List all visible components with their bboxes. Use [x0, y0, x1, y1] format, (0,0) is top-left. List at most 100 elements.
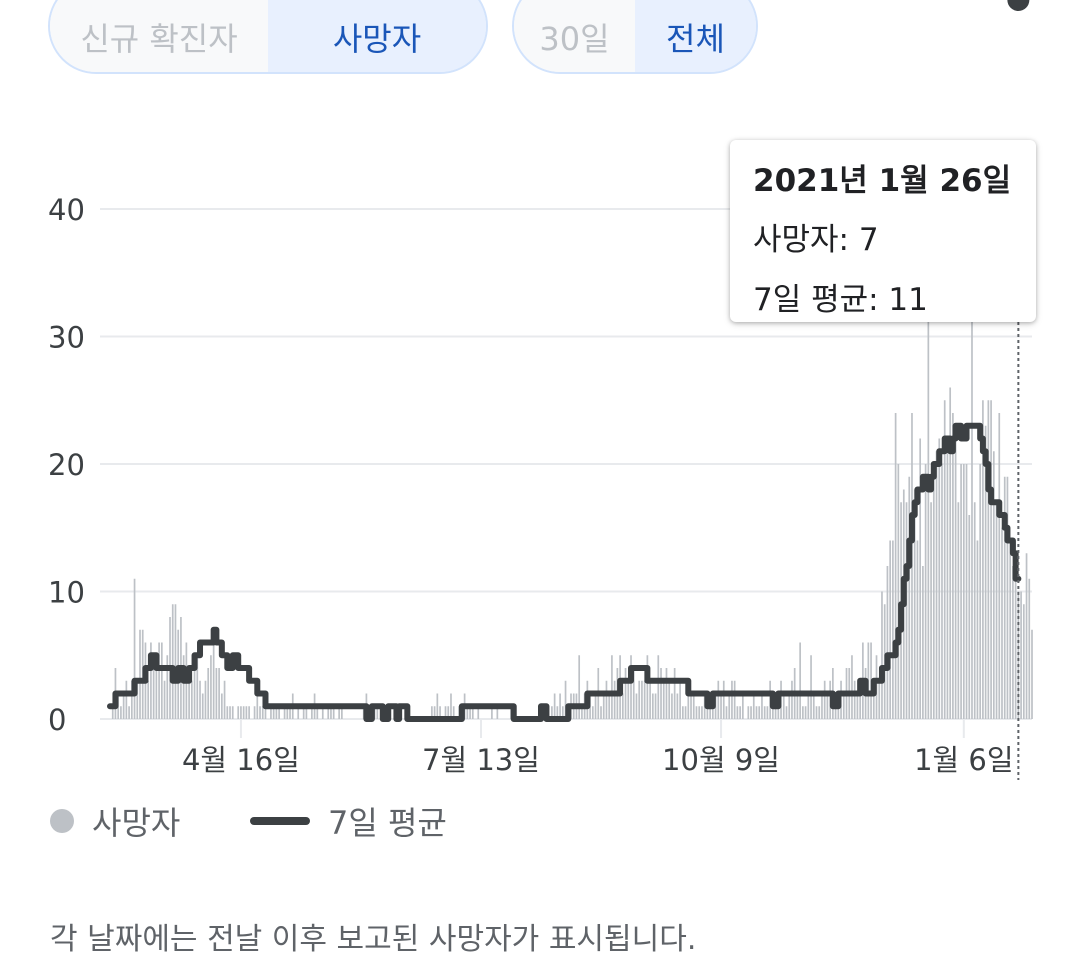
deaths-bar	[859, 680, 861, 719]
deaths-bar	[242, 706, 245, 719]
deaths-bar	[207, 668, 210, 719]
deaths-bar	[851, 655, 853, 719]
deaths-bar	[799, 642, 801, 719]
deaths-bar	[932, 464, 935, 719]
deaths-bar	[665, 668, 668, 719]
legend-line-icon	[250, 817, 310, 825]
deaths-bar	[261, 706, 264, 719]
hover-point[interactable]	[1007, 0, 1030, 11]
deaths-bar	[231, 706, 234, 719]
deaths-bar	[376, 706, 379, 719]
deaths-bar	[662, 680, 665, 719]
deaths-bar	[698, 706, 701, 719]
deaths-bar	[160, 642, 163, 719]
deaths-bar	[556, 706, 559, 719]
deaths-bar	[938, 438, 941, 719]
deaths-bar	[193, 668, 196, 719]
deaths-bar	[725, 706, 728, 719]
chart-tooltip: 2021년 1월 26일 사망자: 7 7일 평균: 11	[730, 140, 1036, 322]
deaths-bar	[990, 400, 992, 719]
range-option-all[interactable]: 전체	[635, 0, 756, 72]
deaths-bar	[204, 680, 207, 719]
deaths-bar	[594, 693, 597, 719]
deaths-bar	[946, 451, 949, 719]
deaths-bar	[941, 464, 943, 719]
deaths-bar	[982, 400, 984, 719]
deaths-bar	[962, 464, 965, 719]
deaths-bar	[782, 693, 785, 719]
deaths-bar	[960, 464, 962, 719]
metric-option-deaths[interactable]: 사망자	[268, 0, 486, 72]
deaths-bar	[742, 693, 744, 719]
deaths-bar	[635, 693, 638, 719]
deaths-bar	[553, 693, 556, 719]
x-tick-label: 7월 13일	[422, 743, 540, 777]
deaths-bar	[660, 668, 662, 719]
deaths-bar	[125, 680, 128, 719]
deaths-bar	[316, 706, 319, 719]
deaths-bar	[471, 706, 474, 719]
deaths-bar	[821, 693, 823, 719]
deaths-bar	[818, 706, 821, 719]
deaths-bar	[957, 502, 960, 719]
deaths-bar	[450, 693, 452, 719]
y-tick-label: 10	[48, 576, 85, 610]
deaths-bar	[272, 706, 275, 719]
deaths-bar	[439, 706, 441, 719]
legend-deaths-label: 사망자	[92, 804, 181, 842]
deaths-bar	[147, 680, 150, 719]
deaths-bar	[766, 706, 769, 719]
deaths-bar	[120, 706, 122, 719]
deaths-bar	[916, 540, 919, 719]
deaths-bar	[150, 642, 152, 719]
deaths-bar	[892, 540, 894, 719]
deaths-bar	[679, 680, 681, 719]
deaths-bar	[218, 668, 220, 719]
deaths-bar	[763, 706, 766, 719]
deaths-bar	[264, 706, 267, 719]
deaths-chart[interactable]: 0 10 20 30 40 4월 16일 7월 13일 10월 9일 1월 6일	[0, 0, 1080, 780]
deaths-bar	[676, 693, 679, 719]
deaths-bar	[561, 706, 564, 719]
deaths-bar	[1028, 578, 1031, 719]
deaths-bar	[155, 668, 158, 719]
deaths-bar	[973, 502, 976, 719]
deaths-bar	[681, 706, 684, 719]
deaths-bar	[332, 706, 335, 719]
deaths-bar	[952, 413, 954, 719]
deaths-bar	[477, 706, 480, 719]
deaths-bar	[240, 706, 242, 719]
deaths-bar	[802, 706, 804, 719]
deaths-bar	[551, 706, 553, 719]
deaths-bar	[605, 680, 608, 719]
deaths-bar	[452, 706, 455, 719]
deaths-bar	[496, 706, 499, 719]
deaths-bar	[987, 400, 990, 719]
deaths-bar	[894, 413, 897, 719]
deaths-bar	[608, 693, 611, 719]
deaths-bar	[283, 706, 286, 719]
deaths-bar	[684, 706, 687, 719]
deaths-bar	[338, 706, 340, 719]
y-tick-label: 0	[48, 703, 66, 737]
deaths-bar	[954, 438, 957, 719]
deaths-bar	[602, 693, 605, 719]
deaths-bar	[731, 680, 733, 719]
y-tick-label: 20	[48, 448, 85, 482]
deaths-bar	[289, 706, 291, 719]
deaths-bar	[720, 693, 722, 719]
deaths-bar	[897, 464, 900, 719]
metric-option-cases[interactable]: 신규 확진자	[50, 0, 268, 72]
legend-average-label: 7일 평균	[328, 804, 447, 842]
range-option-30-days[interactable]: 30일	[514, 0, 635, 72]
deaths-bar	[466, 706, 469, 719]
deaths-bar	[810, 655, 812, 719]
legend-dot-icon	[50, 809, 74, 833]
deaths-bar	[758, 706, 761, 719]
legend-deaths: 사망자	[50, 796, 180, 846]
deaths-bar	[853, 680, 856, 719]
deaths-bar	[1022, 604, 1025, 719]
y-tick-label: 30	[48, 321, 85, 355]
deaths-bar	[872, 680, 875, 719]
deaths-bar	[158, 642, 160, 719]
